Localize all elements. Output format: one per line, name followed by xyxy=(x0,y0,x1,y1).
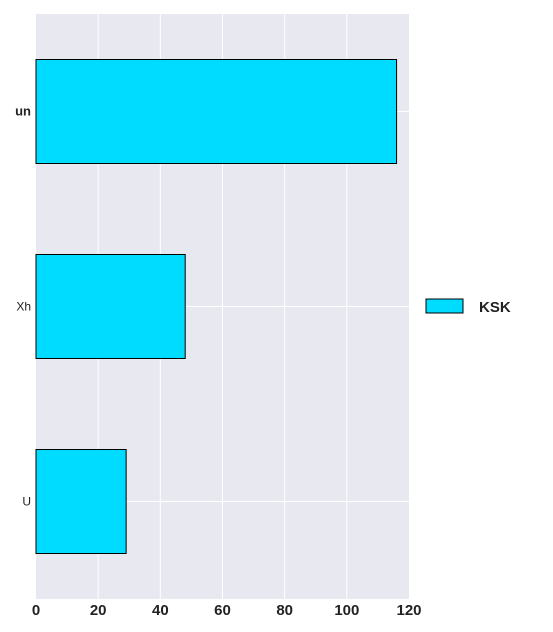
x-tick-label: 120 xyxy=(396,602,421,619)
x-tick-label: 100 xyxy=(334,602,359,619)
legend-label: KSK xyxy=(479,299,511,316)
x-tick-label: 40 xyxy=(152,602,169,619)
x-axis-ticks: 0 20 40 60 80 100 120 xyxy=(32,602,422,619)
bar-un xyxy=(35,59,398,164)
x-tick-label: 60 xyxy=(214,602,231,619)
bars xyxy=(35,59,398,554)
x-tick-label: 0 xyxy=(32,602,40,619)
y-tick-label: U xyxy=(22,495,31,509)
legend: KSK xyxy=(425,298,511,316)
legend-swatch xyxy=(425,298,464,314)
y-tick-label: un xyxy=(15,104,31,119)
y-tick-label: Xh xyxy=(16,300,31,314)
y-axis-ticks: un Xh U xyxy=(15,104,31,509)
bar-Xh xyxy=(35,254,186,359)
bar-U xyxy=(35,449,127,554)
x-tick-label: 80 xyxy=(276,602,293,619)
x-tick-label: 20 xyxy=(90,602,107,619)
